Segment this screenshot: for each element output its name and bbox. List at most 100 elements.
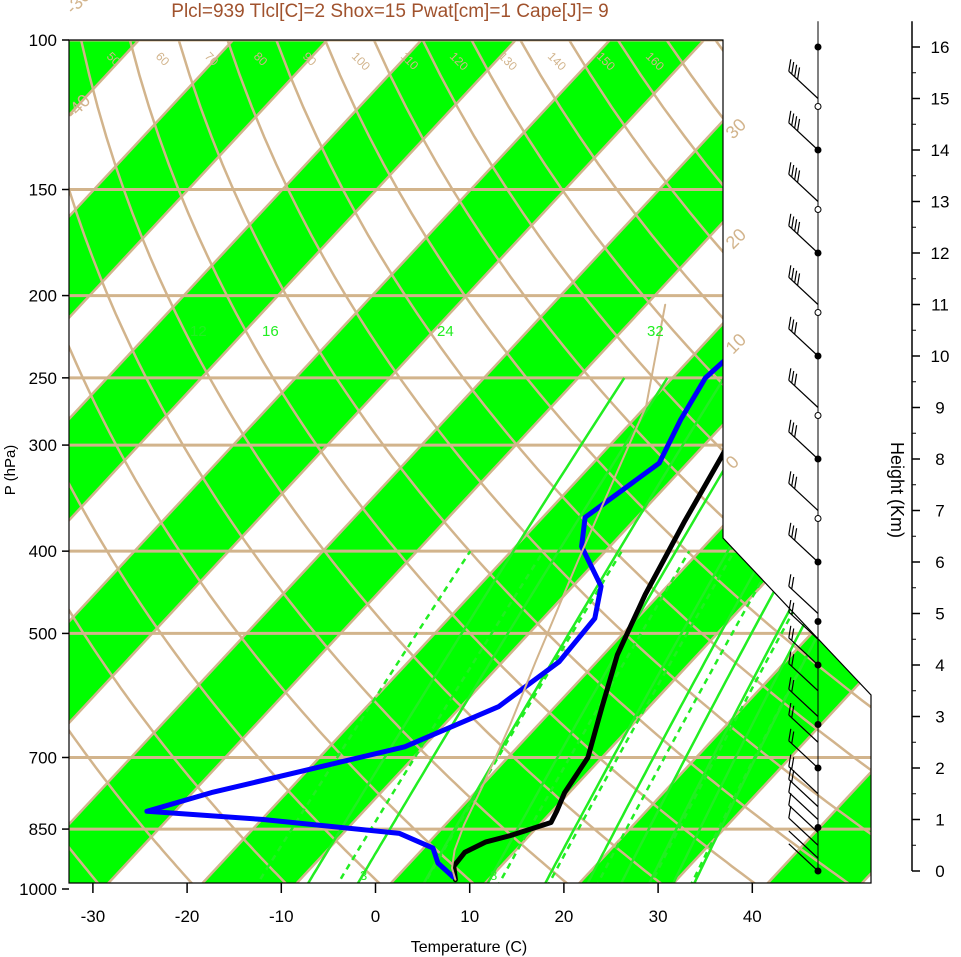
temperature-tick-label: 10: [460, 907, 479, 926]
wind-barb-feather: [788, 471, 792, 484]
saturated-adiabat-line: [678, 550, 864, 883]
dry-adiabat-line: [323, 40, 871, 883]
wind-barbs: [788, 21, 822, 875]
wind-dot: [814, 206, 822, 213]
temperature-tick-label: -30: [81, 907, 106, 926]
wind-barb-feather: [788, 702, 792, 716]
temperature-tick-label: 30: [649, 907, 668, 926]
height-tick-label: 0: [935, 862, 944, 881]
wind-barb-feather: [794, 373, 798, 386]
isotherm-label: 0: [722, 452, 743, 473]
isotherm-bands: [69, 40, 871, 883]
pressure-axis: 100 150 200 250 300 400 500 700 850 1000: [19, 31, 69, 899]
wind-barb-feather: [796, 221, 801, 235]
wind-barb-feather: [794, 219, 798, 232]
temperature-axis: -30 -20 -10 0 10 20 30 40: [81, 883, 762, 926]
wind-barb-staff: [788, 778, 819, 808]
dry-adiabat-line: [69, 40, 311, 883]
isotherm-band: [557, 40, 871, 883]
wind-barb-feather: [791, 61, 795, 75]
isotherm-band: [69, 40, 705, 883]
wind-barb-feather: [791, 216, 795, 229]
mixing-ratio-line: [292, 377, 626, 883]
isotherm-line: [69, 40, 800, 883]
dry-adiabat-line: [69, 40, 597, 883]
wind-barb-feather: [788, 625, 792, 638]
wind-barb-feather: [788, 754, 792, 767]
wind-barb-staff: [788, 740, 819, 769]
height-tick-label: 7: [935, 502, 944, 521]
isotherm-label: -30: [62, 0, 95, 18]
wind-barb-staff: [788, 663, 819, 692]
wind-barb-feather: [788, 419, 792, 432]
dry-adiabat-line: [79, 40, 693, 883]
temperature-tick-label: 0: [371, 907, 380, 926]
wind-barb-staff: [788, 830, 819, 859]
isotherm-line: [744, 40, 871, 883]
height-tick-label: 6: [935, 553, 944, 572]
wind-barb-feather: [796, 67, 801, 80]
wind-barb-feather: [791, 370, 795, 384]
wind-barb-feather: [791, 576, 795, 590]
height-tick-label: 3: [935, 708, 944, 727]
wind-barb-feather: [788, 651, 792, 664]
wind-barb-staff: [788, 688, 819, 717]
temperature-tick-label: 20: [554, 907, 573, 926]
wind-barb-feather: [796, 170, 801, 183]
wind-barb-staff: [788, 843, 819, 872]
wind-barb-feather: [788, 213, 792, 226]
pressure-tick-label: 100: [29, 31, 57, 50]
wind-barb-feather: [794, 528, 798, 541]
height-tick-label: 5: [935, 605, 944, 624]
dry-adiabat-label: 60: [153, 49, 173, 69]
wind-barb-feather: [796, 118, 801, 132]
mixing-ratio-label: 8: [490, 868, 497, 883]
pressure-tick-label: 250: [29, 369, 57, 388]
temperature-tick-label: -10: [269, 907, 294, 926]
wind-barb-feather: [794, 322, 798, 335]
wind-barb-staff: [788, 70, 819, 99]
wind-barb-staff: [788, 714, 819, 743]
mixing-ratio-label: 12: [190, 323, 207, 340]
height-tick-label: 9: [935, 399, 944, 418]
mixing-ratio-label: 32: [647, 323, 664, 340]
y-axis-label: P (hPa): [2, 445, 19, 496]
dry-adiabat-line: [177, 40, 871, 883]
wind-barb-staff: [788, 379, 819, 408]
wind-barb-feather: [791, 422, 795, 435]
height-tick-label: 11: [931, 296, 949, 315]
isotherm-band: [69, 40, 516, 883]
chart-title: Plcl=939 Tlcl[C]=2 Shox=15 Pwat[cm]=1 Ca…: [171, 1, 608, 22]
wind-barb-staff: [788, 611, 819, 640]
height-tick-label: 1: [935, 811, 944, 830]
isotherm-label: -40: [62, 90, 95, 123]
wind-barb-feather: [791, 319, 795, 332]
height-tick-label: 10: [931, 347, 950, 366]
mixing-ratio-label: 24: [437, 323, 454, 340]
wind-barb-staff: [788, 431, 819, 460]
wind-barb-staff: [788, 585, 819, 614]
wind-barb-feather: [791, 757, 795, 770]
temperature-tick-label: 40: [743, 907, 762, 926]
isotherm-line: [69, 40, 611, 883]
height-tick-label: 4: [935, 656, 944, 675]
wind-barb-feather: [791, 628, 795, 641]
wind-dot: [814, 721, 822, 728]
x-axis-label: Temperature (C): [411, 939, 527, 956]
height-tick-label: 16: [931, 38, 950, 57]
wind-barb-staff: [788, 817, 819, 846]
wind-barb-feather: [791, 602, 795, 615]
wind-barb-feather: [788, 728, 792, 741]
wind-barb-staff: [788, 791, 819, 820]
wind-barb-feather: [788, 368, 792, 381]
dry-adiabat-line: [69, 40, 215, 883]
pressure-tick-label: 1000: [19, 880, 57, 899]
wind-barb-feather: [788, 767, 792, 780]
dry-adiabat-line: [275, 40, 871, 883]
isotherm-band: [745, 40, 871, 883]
wind-barb-feather: [791, 654, 795, 667]
wind-barb-staff: [788, 225, 819, 254]
wind-dot: [814, 824, 822, 831]
mixing-ratio-line: [473, 377, 780, 883]
